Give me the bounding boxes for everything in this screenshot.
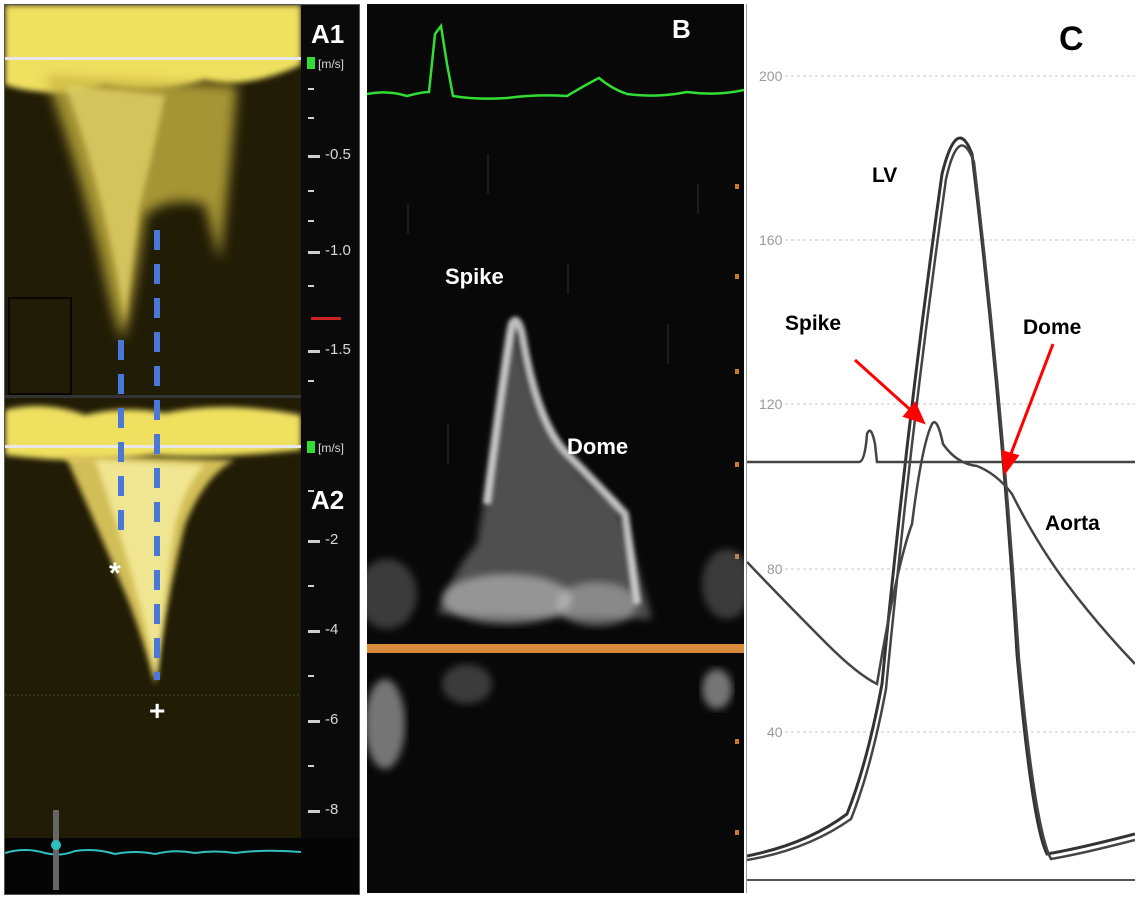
dome-arrow <box>1007 343 1055 460</box>
a1-tick-1: -1.0 <box>325 242 351 259</box>
lv-label: LV <box>872 164 898 187</box>
a2-ecg-trace <box>5 849 302 856</box>
a-divider <box>5 395 359 398</box>
a1-inset-box <box>8 297 72 395</box>
panel-a-graphic <box>5 5 359 894</box>
panel-b-doppler: B Spike Dome <box>367 4 744 893</box>
b-label: B <box>672 14 691 44</box>
b-ecg-trace <box>367 22 744 100</box>
a2-tick-3: -8 <box>325 801 339 818</box>
c-tick-40: 40 <box>767 724 783 740</box>
b-baseline <box>367 644 744 653</box>
a2-unit: [m/s] <box>318 441 344 455</box>
a2-tick-1: -4 <box>325 621 339 638</box>
aorta-label: Aorta <box>1045 512 1100 535</box>
panel-c-pressure-tracing: C 200 160 120 80 40 LV Spike Dome Aorta <box>746 4 1135 893</box>
panel-a-doppler: A1 A2 [m/s] [m/s] -0.5 -1.0 -1.5 -2 -4 -… <box>4 4 360 895</box>
c-tick-200: 200 <box>759 68 783 84</box>
c-tick-120: 120 <box>759 396 783 412</box>
a1-baseline <box>5 57 301 60</box>
spike-arrow <box>853 358 917 416</box>
lv-pressure-trace-2 <box>747 144 1135 862</box>
panel-c-graphic <box>747 75 1135 881</box>
a2-tick-0: -2 <box>325 531 339 548</box>
c-label: C <box>1059 20 1084 58</box>
star-mark: * <box>109 557 121 590</box>
c-spike-label: Spike <box>785 312 842 335</box>
c-tick-160: 160 <box>759 232 783 248</box>
b-spike-dome-contour <box>483 316 641 605</box>
plus-mark: + <box>149 695 166 726</box>
aorta-pressure-trace <box>747 421 1135 686</box>
lv-pressure-trace-1 <box>747 136 1135 858</box>
a2-clutter-band <box>5 406 301 460</box>
a1-unit: [m/s] <box>318 57 344 71</box>
panel-b-graphic <box>367 22 744 835</box>
a2-label: A2 <box>311 485 345 515</box>
a2-tick-2: -6 <box>325 711 339 728</box>
a1-tick-2: -1.5 <box>325 341 351 358</box>
a1-label: A1 <box>311 19 345 49</box>
b-spike-label: Spike <box>445 264 504 289</box>
b-dome-label: Dome <box>567 434 629 459</box>
a1-clutter-band <box>5 5 301 93</box>
reference-trace <box>747 429 1135 464</box>
a2-baseline <box>5 445 301 448</box>
a1-tick-0: -0.5 <box>325 146 351 163</box>
b-flow-envelope <box>437 324 652 619</box>
c-tick-80: 80 <box>767 561 783 577</box>
c-dome-label: Dome <box>1023 316 1082 339</box>
